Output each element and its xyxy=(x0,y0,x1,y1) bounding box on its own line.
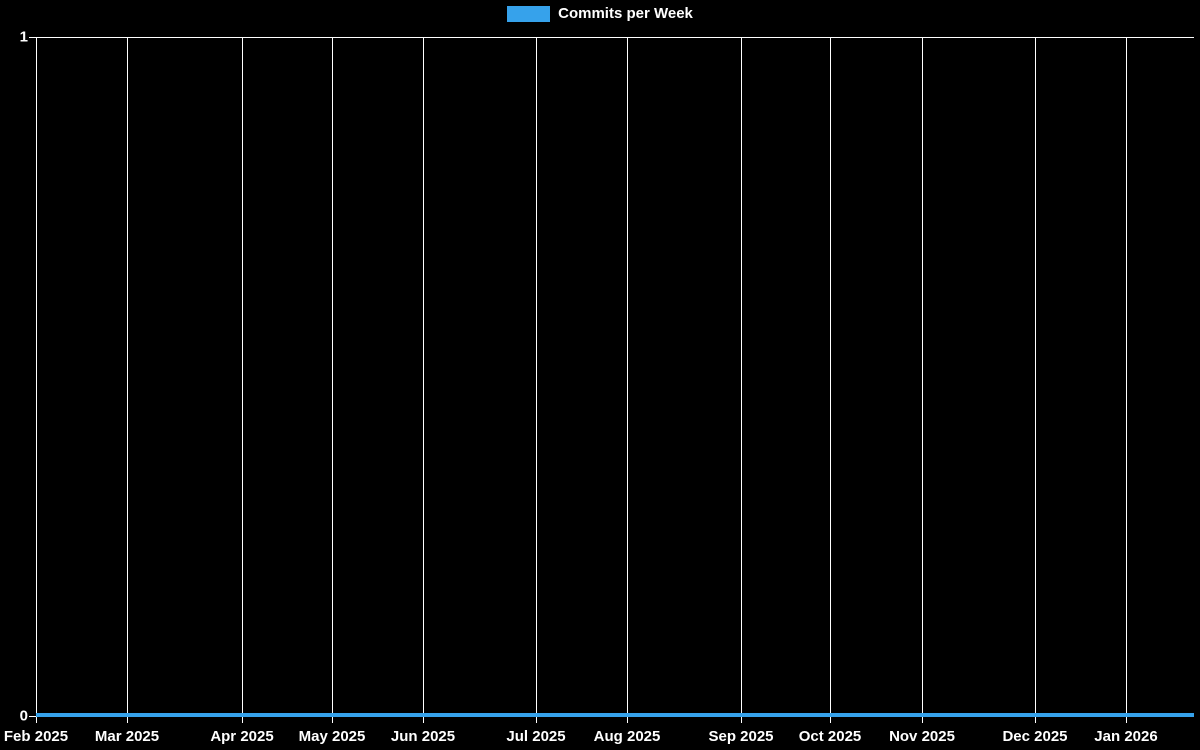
x-gridline-feb-2025 xyxy=(36,37,37,723)
x-tick-label-sep-2025: Sep 2025 xyxy=(708,728,774,745)
x-tick-label-may-2025: May 2025 xyxy=(298,728,366,745)
x-gridline-jan-2026 xyxy=(1126,37,1127,723)
x-tick-label-mar-2025: Mar 2025 xyxy=(94,728,160,745)
x-gridline-nov-2025 xyxy=(922,37,923,723)
x-tick-label-aug-2025: Aug 2025 xyxy=(593,728,661,745)
x-tick-label-feb-2025: Feb 2025 xyxy=(3,728,69,745)
x-tick-label-oct-2025: Oct 2025 xyxy=(798,728,862,745)
legend-item-commits-per-week[interactable]: Commits per Week xyxy=(507,6,693,22)
y-tick-label-0: 0 xyxy=(19,707,28,725)
legend-swatch-icon xyxy=(507,6,551,22)
y-tick-label-1: 1 xyxy=(19,28,28,46)
x-gridline-dec-2025 xyxy=(1035,37,1036,723)
x-gridline-sep-2025 xyxy=(741,37,742,723)
y-tick-zero xyxy=(29,716,36,717)
x-gridline-mar-2025 xyxy=(127,37,128,723)
commits-series-line xyxy=(36,713,1194,717)
x-gridline-apr-2025 xyxy=(242,37,243,723)
x-tick-label-jul-2025: Jul 2025 xyxy=(506,728,566,745)
x-gridline-aug-2025 xyxy=(627,37,628,723)
x-gridline-oct-2025 xyxy=(830,37,831,723)
x-gridline-jun-2025 xyxy=(423,37,424,723)
x-tick-label-apr-2025: Apr 2025 xyxy=(210,728,274,745)
x-tick-label-jun-2025: Jun 2025 xyxy=(390,728,456,745)
x-tick-label-jan-2026: Jan 2026 xyxy=(1094,728,1158,745)
legend-label: Commits per Week xyxy=(558,5,693,22)
y-gridline-top xyxy=(29,37,1194,38)
x-gridline-jul-2025 xyxy=(536,37,537,723)
chart-legend: Commits per Week xyxy=(0,6,1200,22)
x-gridline-may-2025 xyxy=(332,37,333,723)
x-tick-label-nov-2025: Nov 2025 xyxy=(889,728,955,745)
x-tick-label-dec-2025: Dec 2025 xyxy=(1002,728,1068,745)
